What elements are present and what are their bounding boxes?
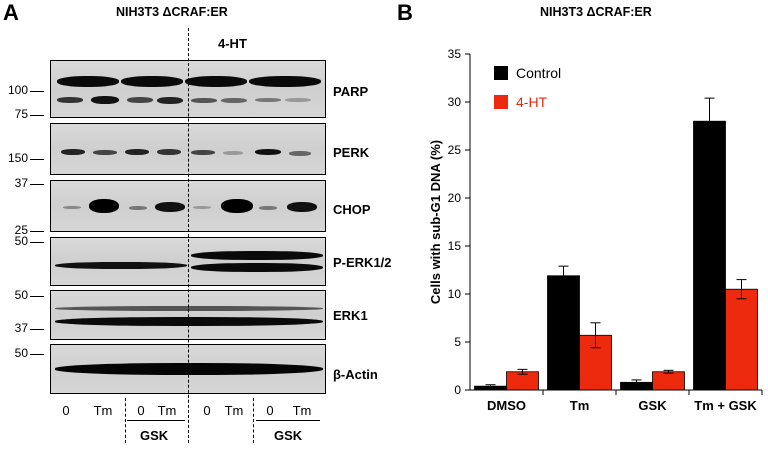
mw-tick	[30, 115, 44, 116]
group-label-gsk: GSK	[274, 428, 303, 443]
lane-label: Tm	[93, 403, 113, 418]
lane-label: 0	[266, 403, 274, 418]
blot-label-beta-actin: β-Actin	[333, 367, 378, 382]
y-tick-label: 10	[448, 287, 462, 301]
lane-label: 0	[203, 403, 211, 418]
mw-marker-150: 150	[7, 151, 28, 165]
y-tick-label: 25	[448, 143, 462, 157]
lane-label: Tm	[292, 403, 312, 418]
blot-label-p-erk: P-ERK1/2	[333, 255, 392, 270]
x-category-label: Tm	[570, 398, 590, 413]
separator-gsk-left	[125, 398, 126, 443]
mw-marker-50: 50	[14, 234, 28, 248]
group-label-gsk: GSK	[140, 428, 169, 443]
x-category-label: Tm + GSK	[694, 398, 757, 413]
x-category-label: DMSO	[487, 398, 526, 413]
lane-label: 0	[62, 403, 70, 418]
y-tick-label: 0	[454, 383, 461, 397]
mw-tick	[30, 184, 44, 185]
bar-control	[547, 275, 580, 391]
blot-label-parp: PARP	[333, 84, 369, 99]
legend-swatch-4ht	[494, 95, 508, 109]
mw-marker-50: 50	[14, 346, 28, 360]
gsk-bracket-line	[256, 420, 320, 421]
bar-control	[693, 120, 726, 391]
mw-tick	[30, 242, 44, 243]
separator-gsk-right	[253, 398, 254, 443]
mw-tick	[30, 296, 44, 297]
lane-label: 0	[137, 403, 145, 418]
panel-b-letter: B	[397, 0, 413, 25]
blot-label-chop: CHOP	[333, 202, 371, 217]
x-category-label: GSK	[638, 398, 667, 413]
legend-label-control: Control	[516, 65, 561, 81]
separator-4ht	[188, 28, 189, 443]
mw-marker-25: 25	[14, 223, 28, 237]
mw-tick	[30, 354, 44, 355]
mw-marker-75: 75	[14, 107, 28, 121]
panel-b-title: NIH3T3 ΔCRAF:ER	[540, 5, 652, 19]
legend-label-4ht: 4-HT	[516, 94, 548, 110]
y-tick-label: 20	[448, 191, 462, 205]
lane-label: Tm	[224, 403, 244, 418]
mw-marker-50: 50	[14, 288, 28, 302]
bar-4ht	[652, 371, 685, 391]
panel-a-title: NIH3T3 ΔCRAF:ER	[116, 5, 228, 19]
mw-tick	[30, 329, 44, 330]
y-tick-label: 5	[454, 335, 461, 349]
mw-tick	[30, 91, 44, 92]
legend-swatch-control	[494, 66, 508, 80]
y-tick-label: 15	[448, 239, 462, 253]
lane-label: Tm	[157, 403, 177, 418]
gsk-bracket-line	[127, 420, 185, 421]
y-axis-label: Cells with sub-G1 DNA (%)	[428, 140, 443, 304]
y-tick-label: 30	[448, 95, 462, 109]
blot-label-erk1: ERK1	[333, 308, 368, 323]
blot-label-perk: PERK	[333, 145, 370, 160]
panel-a-letter: A	[3, 0, 19, 25]
treatment-label-4ht: 4-HT	[218, 36, 247, 51]
bar-4ht	[725, 288, 758, 391]
mw-marker-37: 37	[14, 176, 28, 190]
mw-marker-37: 37	[14, 321, 28, 335]
mw-marker-100: 100	[7, 83, 28, 97]
mw-tick	[30, 159, 44, 160]
mw-tick	[30, 231, 44, 232]
y-tick-label: 35	[448, 47, 462, 61]
